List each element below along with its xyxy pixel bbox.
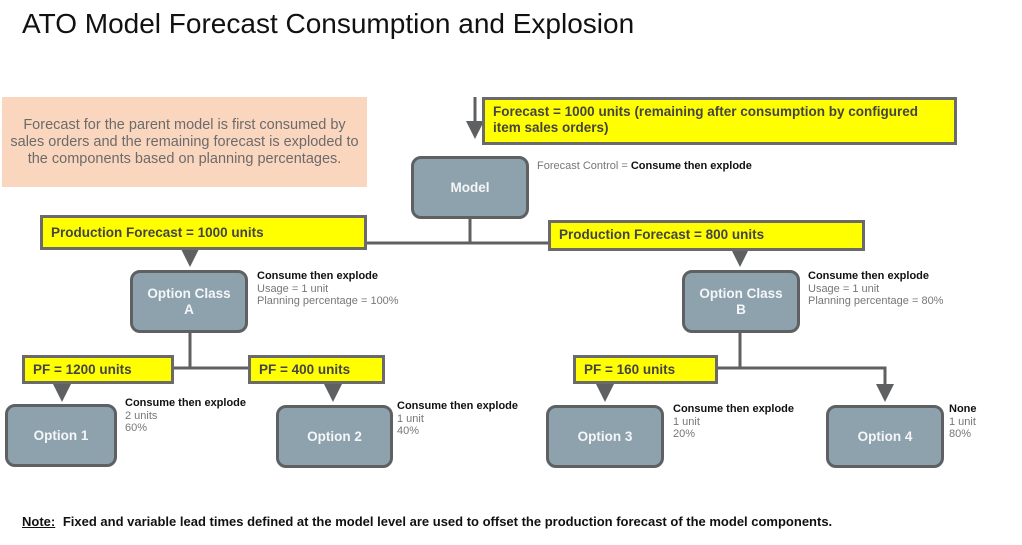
pf-option-1: PF = 1200 units (22, 355, 174, 384)
option-4-control: None (949, 403, 977, 415)
forecast-control-annotation: Forecast Control = Consume then explode (537, 160, 752, 172)
option-2-node: Option 2 (276, 405, 393, 468)
pf-option-3: PF = 160 units (573, 355, 718, 384)
option-3-usage: 1 unit (673, 415, 700, 428)
production-forecast-a: Production Forecast = 1000 units (40, 215, 367, 250)
option-4-node: Option 4 (826, 405, 944, 468)
forecast-control-label: Forecast Control = (537, 160, 628, 172)
pf-option-2: PF = 400 units (248, 355, 385, 384)
option-3-percentage: 20% (673, 428, 696, 440)
option-1-node: Option 1 (5, 404, 117, 467)
option-4-usage: 1 unit (949, 415, 976, 428)
option-2-percentage: 40% (397, 425, 420, 437)
class-a-control: Consume then explode (257, 270, 379, 282)
class-a-percentage: Planning percentage = 100% (257, 295, 399, 307)
option-class-a-node: Option Class A (130, 270, 248, 333)
option-4-percentage: 80% (949, 428, 972, 440)
option-1-annotation: Consume then explode 2 units 60% (125, 397, 246, 435)
class-a-usage: Usage = 1 unit (257, 282, 329, 295)
footnote: Note: Fixed and variable lead times defi… (22, 514, 832, 529)
option-2-control: Consume then explode (397, 400, 519, 412)
option-class-b-node: Option Class B (682, 270, 800, 333)
option-3-node: Option 3 (546, 405, 664, 468)
option-2-usage: 1 unit (397, 412, 424, 425)
class-b-to-option4-arrow (740, 366, 894, 402)
note-label: Note: (22, 514, 56, 529)
class-b-annotation: Consume then explode Usage = 1 unit Plan… (808, 270, 943, 308)
option-2-annotation: Consume then explode 1 unit 40% (397, 400, 518, 438)
option-4-annotation: None 1 unit 80% (949, 403, 977, 441)
option-3-control: Consume then explode (673, 403, 795, 415)
note-text: Fixed and variable lead times defined at… (62, 514, 833, 529)
class-b-percentage: Planning percentage = 80% (808, 295, 944, 307)
option-1-usage: 2 units (125, 409, 158, 422)
option-3-annotation: Consume then explode 1 unit 20% (673, 403, 794, 441)
option-1-percentage: 60% (125, 422, 148, 434)
forecast-control-value: Consume then explode (630, 160, 752, 172)
class-a-annotation: Consume then explode Usage = 1 unit Plan… (257, 270, 399, 308)
model-node: Model (411, 156, 529, 219)
production-forecast-b: Production Forecast = 800 units (548, 220, 865, 251)
top-forecast-label: Forecast = 1000 units (remaining after c… (482, 97, 957, 145)
explanation-callout: Forecast for the parent model is first c… (2, 97, 367, 187)
class-b-control: Consume then explode (808, 270, 930, 282)
slide-title: ATO Model Forecast Consumption and Explo… (22, 8, 635, 39)
class-b-usage: Usage = 1 unit (808, 282, 880, 295)
option-1-control: Consume then explode (125, 397, 247, 409)
